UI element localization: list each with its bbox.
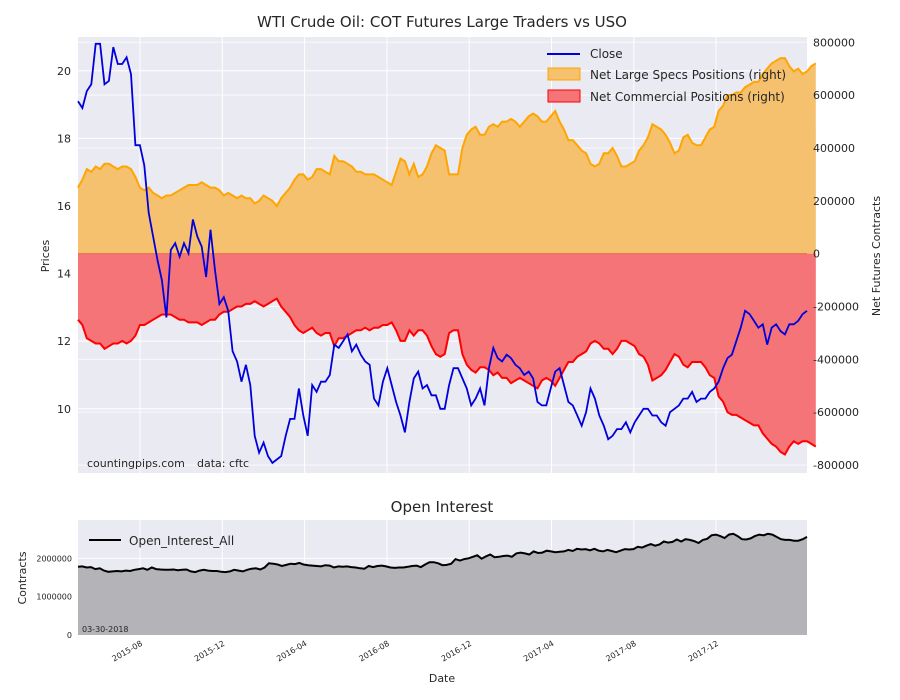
y2-tick-label: -800000 <box>813 459 859 472</box>
x-tick-label: 2015-08 <box>111 639 144 664</box>
y2-tick-label: 800000 <box>813 36 855 49</box>
oi-x-axis-ticks: 2015-08 2015-12 2016-04 2016-08 2016-12 2017-… <box>111 639 721 664</box>
specs-line <box>77 57 817 208</box>
y-tick-label: 16 <box>57 200 71 213</box>
oi-y-tick-label: 1000000 <box>36 593 72 602</box>
y2-tick-label: -600000 <box>813 406 859 419</box>
x-tick-label: 2016-08 <box>357 639 390 664</box>
left-axis-ticks: 10 12 14 16 18 20 <box>57 65 71 416</box>
oi-y-axis-label: Contracts <box>16 551 29 604</box>
right-axis-ticks: -800000 -600000 -400000 -200000 0 200000 40000… <box>813 36 859 472</box>
legend-specs-label: Net Large Specs Positions (right) <box>590 68 786 82</box>
commercial-area <box>78 253 816 455</box>
legend-close-label: Close <box>590 47 623 61</box>
oi-title: Open Interest <box>391 498 494 516</box>
y-tick-label: 10 <box>57 403 71 416</box>
y-tick-label: 20 <box>57 65 71 78</box>
series-lines <box>77 42 817 465</box>
close-line <box>77 42 808 465</box>
y2-tick-label: -200000 <box>813 301 859 314</box>
oi-legend: Open_Interest_All <box>89 534 234 548</box>
oi-legend-label: Open_Interest_All <box>129 534 234 548</box>
y-tick-label: 14 <box>57 268 71 281</box>
y-tick-label: 18 <box>57 132 71 145</box>
y2-tick-label: 400000 <box>813 142 855 155</box>
chart-title: WTI Crude Oil: COT Futures Large Traders… <box>257 13 627 31</box>
oi-line <box>77 532 808 574</box>
y2-tick-label: 200000 <box>813 195 855 208</box>
x-tick-label: 2016-04 <box>275 639 308 664</box>
y2-tick-label: 600000 <box>813 89 855 102</box>
oi-y-axis-ticks: 0 1000000 2000000 <box>36 554 72 640</box>
legend: Close Net Large Specs Positions (right) … <box>547 47 786 104</box>
source-note: data: cftc <box>197 457 249 470</box>
oi-y-tick-label: 2000000 <box>36 554 72 563</box>
x-tick-label: 2017-04 <box>522 639 555 664</box>
oi-fill <box>78 533 807 635</box>
date-note: 03-30-2018 <box>82 625 129 634</box>
specs-area <box>78 58 816 254</box>
x-tick-label: 2017-12 <box>687 639 720 664</box>
legend-specs-swatch <box>547 67 581 81</box>
watermark: countingpips.com <box>87 457 185 470</box>
y2-tick-label: 0 <box>813 248 820 261</box>
x-tick-label: 2017-08 <box>604 639 637 664</box>
legend-commercial-label: Net Commercial Positions (right) <box>590 90 785 104</box>
y2-tick-label: -400000 <box>813 353 859 366</box>
y-axis-label: Prices <box>39 239 52 272</box>
oi-y-tick-label: 0 <box>67 631 72 640</box>
y2-axis-label: Net Futures Contracts <box>870 196 883 316</box>
x-tick-label: 2016-12 <box>440 639 473 664</box>
position-areas <box>78 58 816 455</box>
commercial-line <box>77 297 817 456</box>
oi-area <box>77 532 808 635</box>
price-cot-chart: WTI Crude Oil: COT Futures Large Traders… <box>39 13 883 473</box>
x-tick-label: 2015-12 <box>193 639 226 664</box>
x-axis-label: Date <box>429 672 456 685</box>
y-tick-label: 12 <box>57 335 71 348</box>
legend-commercial-swatch <box>547 89 581 103</box>
